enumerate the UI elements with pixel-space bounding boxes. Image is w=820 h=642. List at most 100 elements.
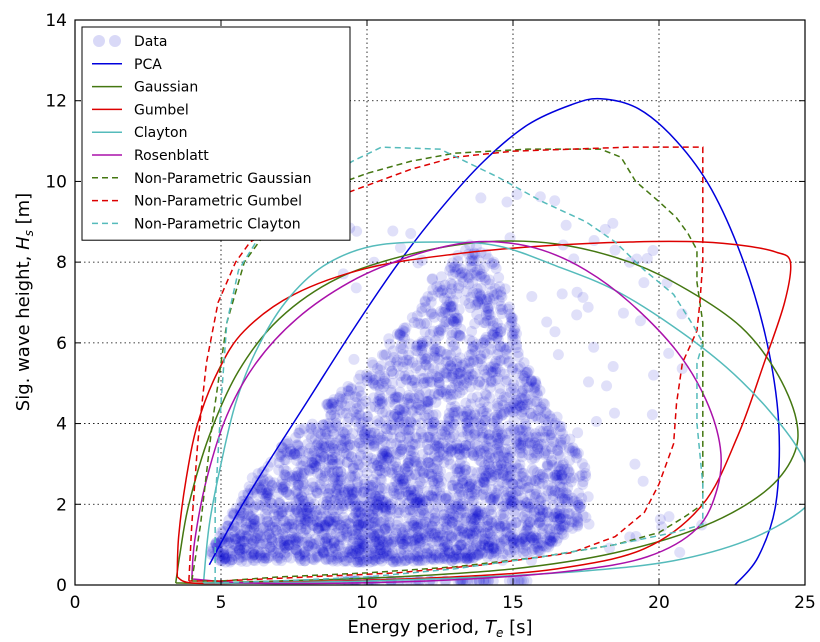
data-point	[315, 447, 327, 459]
data-point	[355, 441, 367, 453]
data-point	[457, 276, 469, 288]
data-point	[541, 316, 553, 328]
data-point	[515, 409, 527, 421]
data-point	[261, 490, 273, 502]
data-point	[299, 517, 311, 529]
data-point	[423, 530, 435, 542]
data-point	[354, 433, 366, 445]
data-point	[438, 457, 450, 469]
data-point	[485, 463, 497, 475]
data-point	[469, 409, 481, 421]
y-axis-symbol: H	[13, 236, 34, 250]
data-point	[519, 367, 531, 379]
data-point	[494, 382, 506, 394]
data-point	[463, 355, 475, 367]
data-point	[386, 482, 398, 494]
data-point	[289, 448, 301, 460]
data-point	[238, 535, 250, 547]
data-point	[395, 544, 407, 556]
data-point	[516, 533, 528, 545]
data-point	[297, 454, 309, 466]
data-point	[455, 507, 467, 519]
data-point	[465, 466, 477, 478]
data-point	[505, 443, 517, 455]
data-point	[427, 491, 439, 503]
data-point	[386, 365, 398, 377]
data-point	[522, 444, 534, 456]
data-point	[299, 555, 311, 567]
data-point	[236, 535, 248, 547]
data-point	[313, 442, 325, 454]
data-point	[365, 547, 377, 559]
data-point	[484, 448, 496, 460]
data-point	[479, 477, 491, 489]
data-point	[496, 291, 508, 303]
data-point	[373, 539, 385, 551]
data-point	[512, 350, 524, 362]
data-point	[305, 492, 317, 504]
data-point	[246, 521, 258, 533]
data-point	[546, 456, 558, 468]
data-point	[365, 370, 377, 382]
data-point	[247, 554, 259, 566]
data-point	[357, 416, 369, 428]
data-point	[419, 410, 431, 422]
data-point	[251, 515, 263, 527]
data-point	[495, 322, 507, 334]
data-point	[374, 533, 386, 545]
data-point	[402, 457, 414, 469]
data-point	[373, 544, 385, 556]
data-point	[403, 397, 415, 409]
data-point	[369, 502, 381, 514]
data-point	[248, 548, 260, 560]
data-point	[328, 394, 340, 406]
x-tick-label: 20	[648, 593, 670, 613]
data-point	[329, 474, 341, 486]
data-point	[501, 549, 513, 561]
data-point	[494, 521, 506, 533]
data-point	[296, 467, 308, 479]
data-point	[537, 505, 549, 517]
data-point	[290, 547, 302, 559]
data-point	[272, 544, 284, 556]
data-point	[326, 398, 338, 410]
data-point	[506, 329, 518, 341]
data-point	[519, 412, 531, 424]
data-point	[398, 332, 410, 344]
data-point	[452, 250, 464, 262]
data-point	[401, 354, 413, 366]
data-point	[334, 519, 346, 531]
data-point	[415, 506, 427, 518]
data-point	[475, 420, 487, 432]
data-point	[291, 438, 303, 450]
data-point	[261, 504, 273, 516]
data-point	[488, 543, 500, 555]
data-point	[288, 474, 300, 486]
data-point	[309, 533, 321, 545]
data-point	[412, 497, 424, 509]
data-point	[562, 493, 574, 505]
data-point	[530, 540, 542, 552]
data-point	[333, 503, 345, 515]
data-point	[519, 370, 531, 382]
data-point	[453, 548, 465, 560]
data-point	[222, 520, 234, 532]
data-point	[448, 261, 460, 273]
data-point	[469, 248, 481, 260]
data-point	[364, 372, 376, 384]
data-point	[329, 542, 341, 554]
data-point	[447, 315, 459, 327]
data-point	[427, 553, 439, 565]
data-point	[438, 508, 450, 520]
data-point	[531, 466, 543, 478]
data-point	[353, 421, 365, 433]
data-point	[226, 507, 238, 519]
data-point	[350, 486, 362, 498]
data-point	[454, 525, 466, 537]
data-point	[487, 293, 499, 305]
data-point	[438, 367, 450, 379]
data-point	[296, 536, 308, 548]
data-point	[465, 368, 477, 380]
data-point	[228, 509, 240, 521]
data-point	[510, 508, 522, 520]
